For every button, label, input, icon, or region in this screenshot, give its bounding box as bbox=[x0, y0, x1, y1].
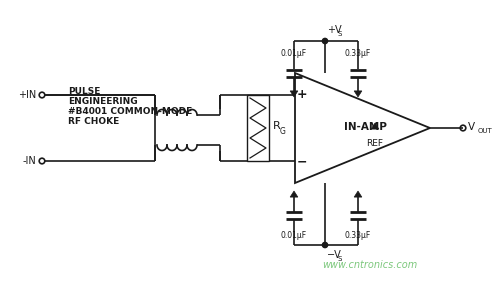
Bar bbox=[247, 95, 269, 161]
Text: −V: −V bbox=[327, 250, 342, 260]
Text: S: S bbox=[337, 31, 342, 37]
Polygon shape bbox=[371, 123, 379, 129]
Text: +V: +V bbox=[327, 25, 342, 35]
Text: ENGINEERING: ENGINEERING bbox=[68, 97, 138, 106]
Circle shape bbox=[322, 243, 328, 248]
Polygon shape bbox=[290, 191, 298, 197]
Text: OUT: OUT bbox=[478, 128, 493, 134]
Polygon shape bbox=[290, 91, 298, 97]
Polygon shape bbox=[354, 191, 362, 197]
Text: G: G bbox=[280, 127, 286, 136]
Text: PULSE: PULSE bbox=[68, 87, 100, 95]
Text: +: + bbox=[296, 87, 308, 100]
Circle shape bbox=[322, 38, 328, 44]
Text: 0.33μF: 0.33μF bbox=[345, 230, 371, 239]
Text: V: V bbox=[468, 122, 475, 132]
Text: 0.33μF: 0.33μF bbox=[345, 48, 371, 57]
Text: S: S bbox=[337, 256, 342, 262]
Text: R: R bbox=[273, 121, 281, 131]
Text: 0.01μF: 0.01μF bbox=[281, 230, 307, 239]
Text: REF: REF bbox=[366, 140, 384, 149]
Text: 0.01μF: 0.01μF bbox=[281, 48, 307, 57]
Text: -IN: -IN bbox=[22, 156, 36, 166]
Text: RF CHOKE: RF CHOKE bbox=[68, 117, 120, 125]
Text: +IN: +IN bbox=[18, 90, 36, 100]
Polygon shape bbox=[354, 91, 362, 97]
Text: −: − bbox=[297, 155, 307, 168]
Text: IN-AMP: IN-AMP bbox=[344, 122, 387, 132]
Text: #B4001 COMMON-MODE: #B4001 COMMON-MODE bbox=[68, 106, 192, 115]
Text: www.cntronics.com: www.cntronics.com bbox=[322, 260, 418, 270]
